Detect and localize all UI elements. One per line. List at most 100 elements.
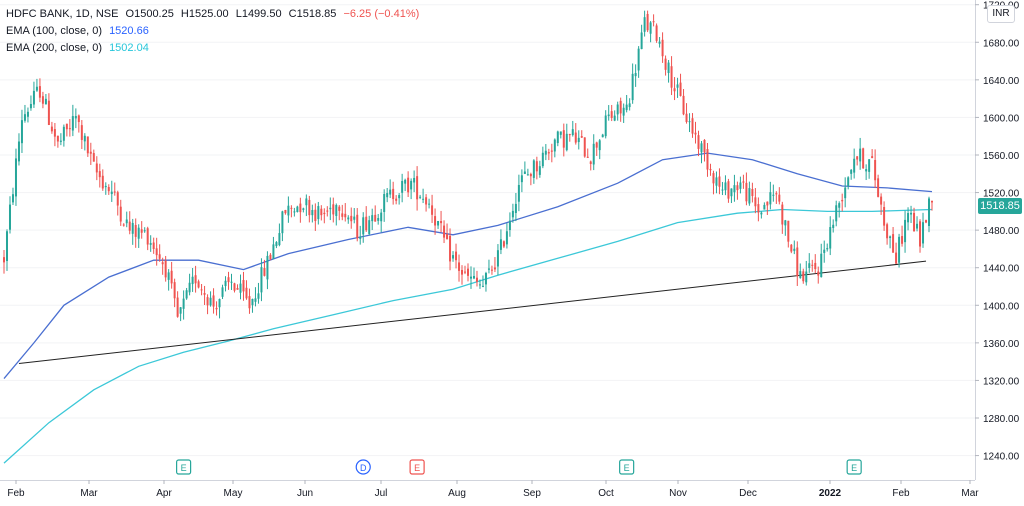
candle-body xyxy=(119,206,122,222)
candle xyxy=(452,251,455,262)
price-axis[interactable]: 1240.00 1280.00 1320.00 1360.00 1400.00 1440.… xyxy=(975,1,1020,463)
event-marker[interactable]: E xyxy=(846,459,862,475)
candle xyxy=(916,216,919,232)
candle-body xyxy=(880,196,883,205)
candle xyxy=(904,210,907,253)
candle-body xyxy=(487,268,490,270)
candle xyxy=(116,190,119,216)
candle xyxy=(431,194,434,223)
candle xyxy=(113,182,116,196)
candle-body xyxy=(104,185,107,188)
candle xyxy=(254,287,257,307)
candle-body xyxy=(904,219,907,243)
candle xyxy=(50,121,53,134)
candle-body xyxy=(892,234,895,253)
event-marker[interactable]: E xyxy=(619,459,635,475)
candle-body xyxy=(41,96,44,104)
candle xyxy=(95,156,98,181)
candle-body xyxy=(74,115,77,119)
candle xyxy=(188,273,191,296)
candle-body xyxy=(416,176,419,200)
event-marker[interactable]: D xyxy=(355,459,371,475)
candle xyxy=(209,291,212,307)
candle xyxy=(368,215,371,236)
candle xyxy=(508,212,511,237)
candle-body xyxy=(469,276,472,279)
candle xyxy=(814,254,817,274)
event-label: D xyxy=(360,463,367,473)
event-marker[interactable]: E xyxy=(409,459,425,475)
candle-body xyxy=(83,135,86,142)
candle-body xyxy=(362,217,365,235)
event-marker[interactable]: E xyxy=(176,459,192,475)
candle xyxy=(302,207,305,213)
candle xyxy=(682,89,685,116)
candle-body xyxy=(62,126,65,141)
candle-body xyxy=(781,204,784,225)
candle xyxy=(490,265,493,275)
candle-body xyxy=(928,198,931,227)
trendline[interactable] xyxy=(18,260,927,365)
candle-body xyxy=(496,250,499,267)
ema100-value: 1520.66 xyxy=(109,25,149,37)
candle-body xyxy=(541,152,544,167)
candle xyxy=(478,279,481,289)
candle xyxy=(643,10,646,37)
candle-body xyxy=(212,295,215,307)
candle xyxy=(595,141,598,156)
candle xyxy=(218,298,221,319)
candle-body xyxy=(655,25,658,41)
candle-body xyxy=(907,213,910,223)
candle-body xyxy=(922,222,925,244)
candle-body xyxy=(580,136,583,138)
candle-body xyxy=(706,149,709,170)
candle xyxy=(299,197,302,223)
candle xyxy=(718,168,721,195)
candle xyxy=(760,211,763,219)
candle xyxy=(805,260,808,286)
legend-ema200-row[interactable]: EMA (200, close, 0) 1502.04 xyxy=(6,40,419,57)
time-axis[interactable]: Feb Mar Apr May Jun Jul Aug Sep Oct Nov Dec 2022 Feb… xyxy=(7,480,979,499)
candle xyxy=(487,259,490,274)
candle-body xyxy=(556,131,559,144)
candle xyxy=(535,156,538,180)
candle-body xyxy=(901,236,904,244)
legend-ohlc-row: HDFC BANK, 1D, NSE O1500.25 H1525.00 L14… xyxy=(6,6,419,23)
candle xyxy=(425,194,428,212)
candle-body xyxy=(437,221,440,226)
candle-body xyxy=(20,120,23,144)
candle xyxy=(173,278,176,308)
candle xyxy=(182,290,185,320)
candle xyxy=(493,257,496,273)
candle-body xyxy=(446,233,449,240)
candle xyxy=(149,235,152,252)
candle-body xyxy=(29,103,32,109)
legend-ema100-row[interactable]: EMA (100, close, 0) 1520.66 xyxy=(6,23,419,40)
candle xyxy=(592,134,595,171)
candle xyxy=(320,205,323,221)
candle xyxy=(461,265,464,285)
candle-body xyxy=(368,220,371,234)
candle xyxy=(691,113,694,138)
candle-body xyxy=(155,248,158,256)
candle xyxy=(14,148,17,206)
candle xyxy=(311,204,314,223)
candle-body xyxy=(8,204,11,230)
candle xyxy=(59,133,62,146)
symbol-title[interactable]: HDFC BANK, 1D, NSE xyxy=(6,8,119,20)
currency-button[interactable]: INR xyxy=(987,5,1015,23)
x-tick-label: Jul xyxy=(375,488,388,499)
candle xyxy=(92,149,95,162)
candle-body xyxy=(520,175,523,183)
candle-body xyxy=(619,100,622,114)
candle xyxy=(685,103,688,124)
candle xyxy=(697,130,700,157)
candle xyxy=(203,285,206,306)
candle-body xyxy=(170,270,173,284)
candle xyxy=(11,187,14,206)
candle-body xyxy=(625,104,628,111)
candle-body xyxy=(440,221,443,224)
candle-body xyxy=(697,135,700,149)
candle-body xyxy=(455,251,458,261)
